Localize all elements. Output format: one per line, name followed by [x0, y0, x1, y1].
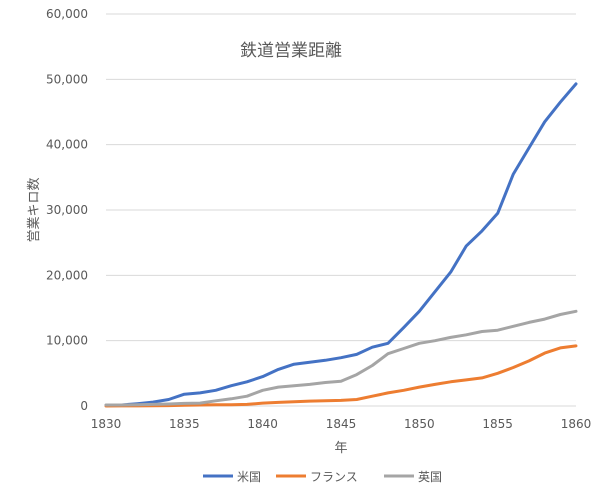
x-tick-label: 1840 — [247, 417, 278, 431]
x-axis-ticks: 1830 1835 1840 1845 1850 1855 1860 — [91, 417, 592, 431]
y-tick-label: 30,000 — [46, 203, 88, 217]
gridlines — [106, 13, 576, 407]
y-tick-label: 60,000 — [46, 7, 88, 21]
x-tick-label: 1850 — [404, 417, 435, 431]
x-tick-label: 1860 — [561, 417, 592, 431]
series-line-1 — [104, 344, 578, 408]
x-tick-label: 1835 — [169, 417, 200, 431]
legend-label: 米国 — [237, 470, 261, 484]
legend-label: フランス — [310, 470, 358, 484]
legend-label: 英国 — [418, 470, 442, 484]
y-tick-label: 0 — [80, 399, 88, 413]
chart-title: 鉄道営業距離 — [240, 41, 342, 61]
y-axis-ticks: 0 10,000 20,000 30,000 40,000 50,000 60,000 — [46, 7, 88, 413]
series-lines — [104, 82, 578, 408]
series-line-0 — [104, 82, 578, 407]
y-tick-label: 20,000 — [46, 268, 88, 282]
y-tick-label: 40,000 — [46, 138, 88, 152]
x-tick-label: 1845 — [326, 417, 357, 431]
x-axis-title: 年 — [334, 441, 347, 456]
y-axis-title: 営業キロ数 — [26, 177, 42, 242]
y-tick-label: 50,000 — [46, 72, 88, 86]
x-tick-label: 1830 — [91, 417, 122, 431]
y-tick-label: 10,000 — [46, 334, 88, 348]
x-tick-label: 1855 — [482, 417, 513, 431]
series-line-2 — [104, 309, 578, 407]
legend: 米国 フランス 英国 — [203, 470, 442, 484]
